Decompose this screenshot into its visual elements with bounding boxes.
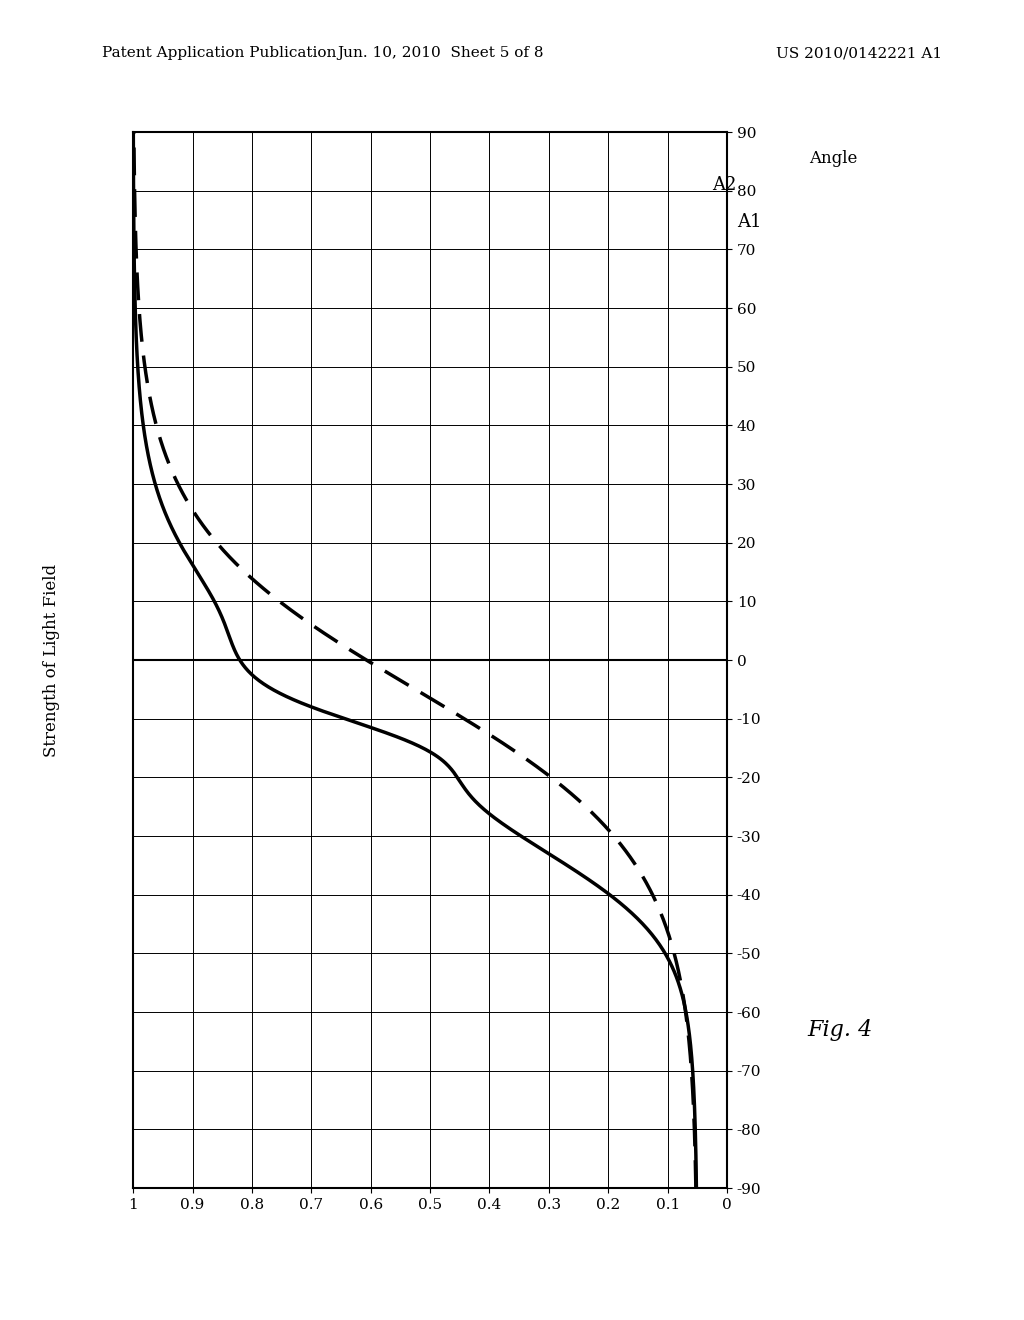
Text: Jun. 10, 2010  Sheet 5 of 8: Jun. 10, 2010 Sheet 5 of 8	[337, 46, 544, 61]
A1	[690, 1180, 702, 1196]
A2	[465, 715, 477, 731]
A2	[686, 1072, 698, 1088]
A1	[143, 455, 156, 471]
A1	[687, 1072, 699, 1088]
Line: A1: A1	[133, 132, 696, 1188]
A1	[351, 715, 364, 731]
Line: A2: A2	[134, 132, 696, 1188]
A1	[127, 124, 139, 140]
Text: Angle: Angle	[809, 150, 857, 166]
A2	[138, 356, 151, 372]
Text: US 2010/0142221 A1: US 2010/0142221 A1	[776, 46, 942, 61]
A2	[523, 752, 536, 768]
Text: Fig. 4: Fig. 4	[807, 1019, 872, 1040]
A2	[128, 124, 140, 140]
Text: Strength of Light Field: Strength of Light Field	[43, 564, 59, 756]
A1	[131, 356, 143, 372]
Text: A1: A1	[737, 213, 762, 231]
Text: Patent Application Publication: Patent Application Publication	[102, 46, 337, 61]
A1	[437, 752, 450, 768]
A2	[690, 1180, 702, 1196]
A2	[163, 455, 175, 471]
A1	[130, 338, 142, 354]
Text: A2: A2	[712, 176, 736, 194]
A2	[136, 338, 148, 354]
